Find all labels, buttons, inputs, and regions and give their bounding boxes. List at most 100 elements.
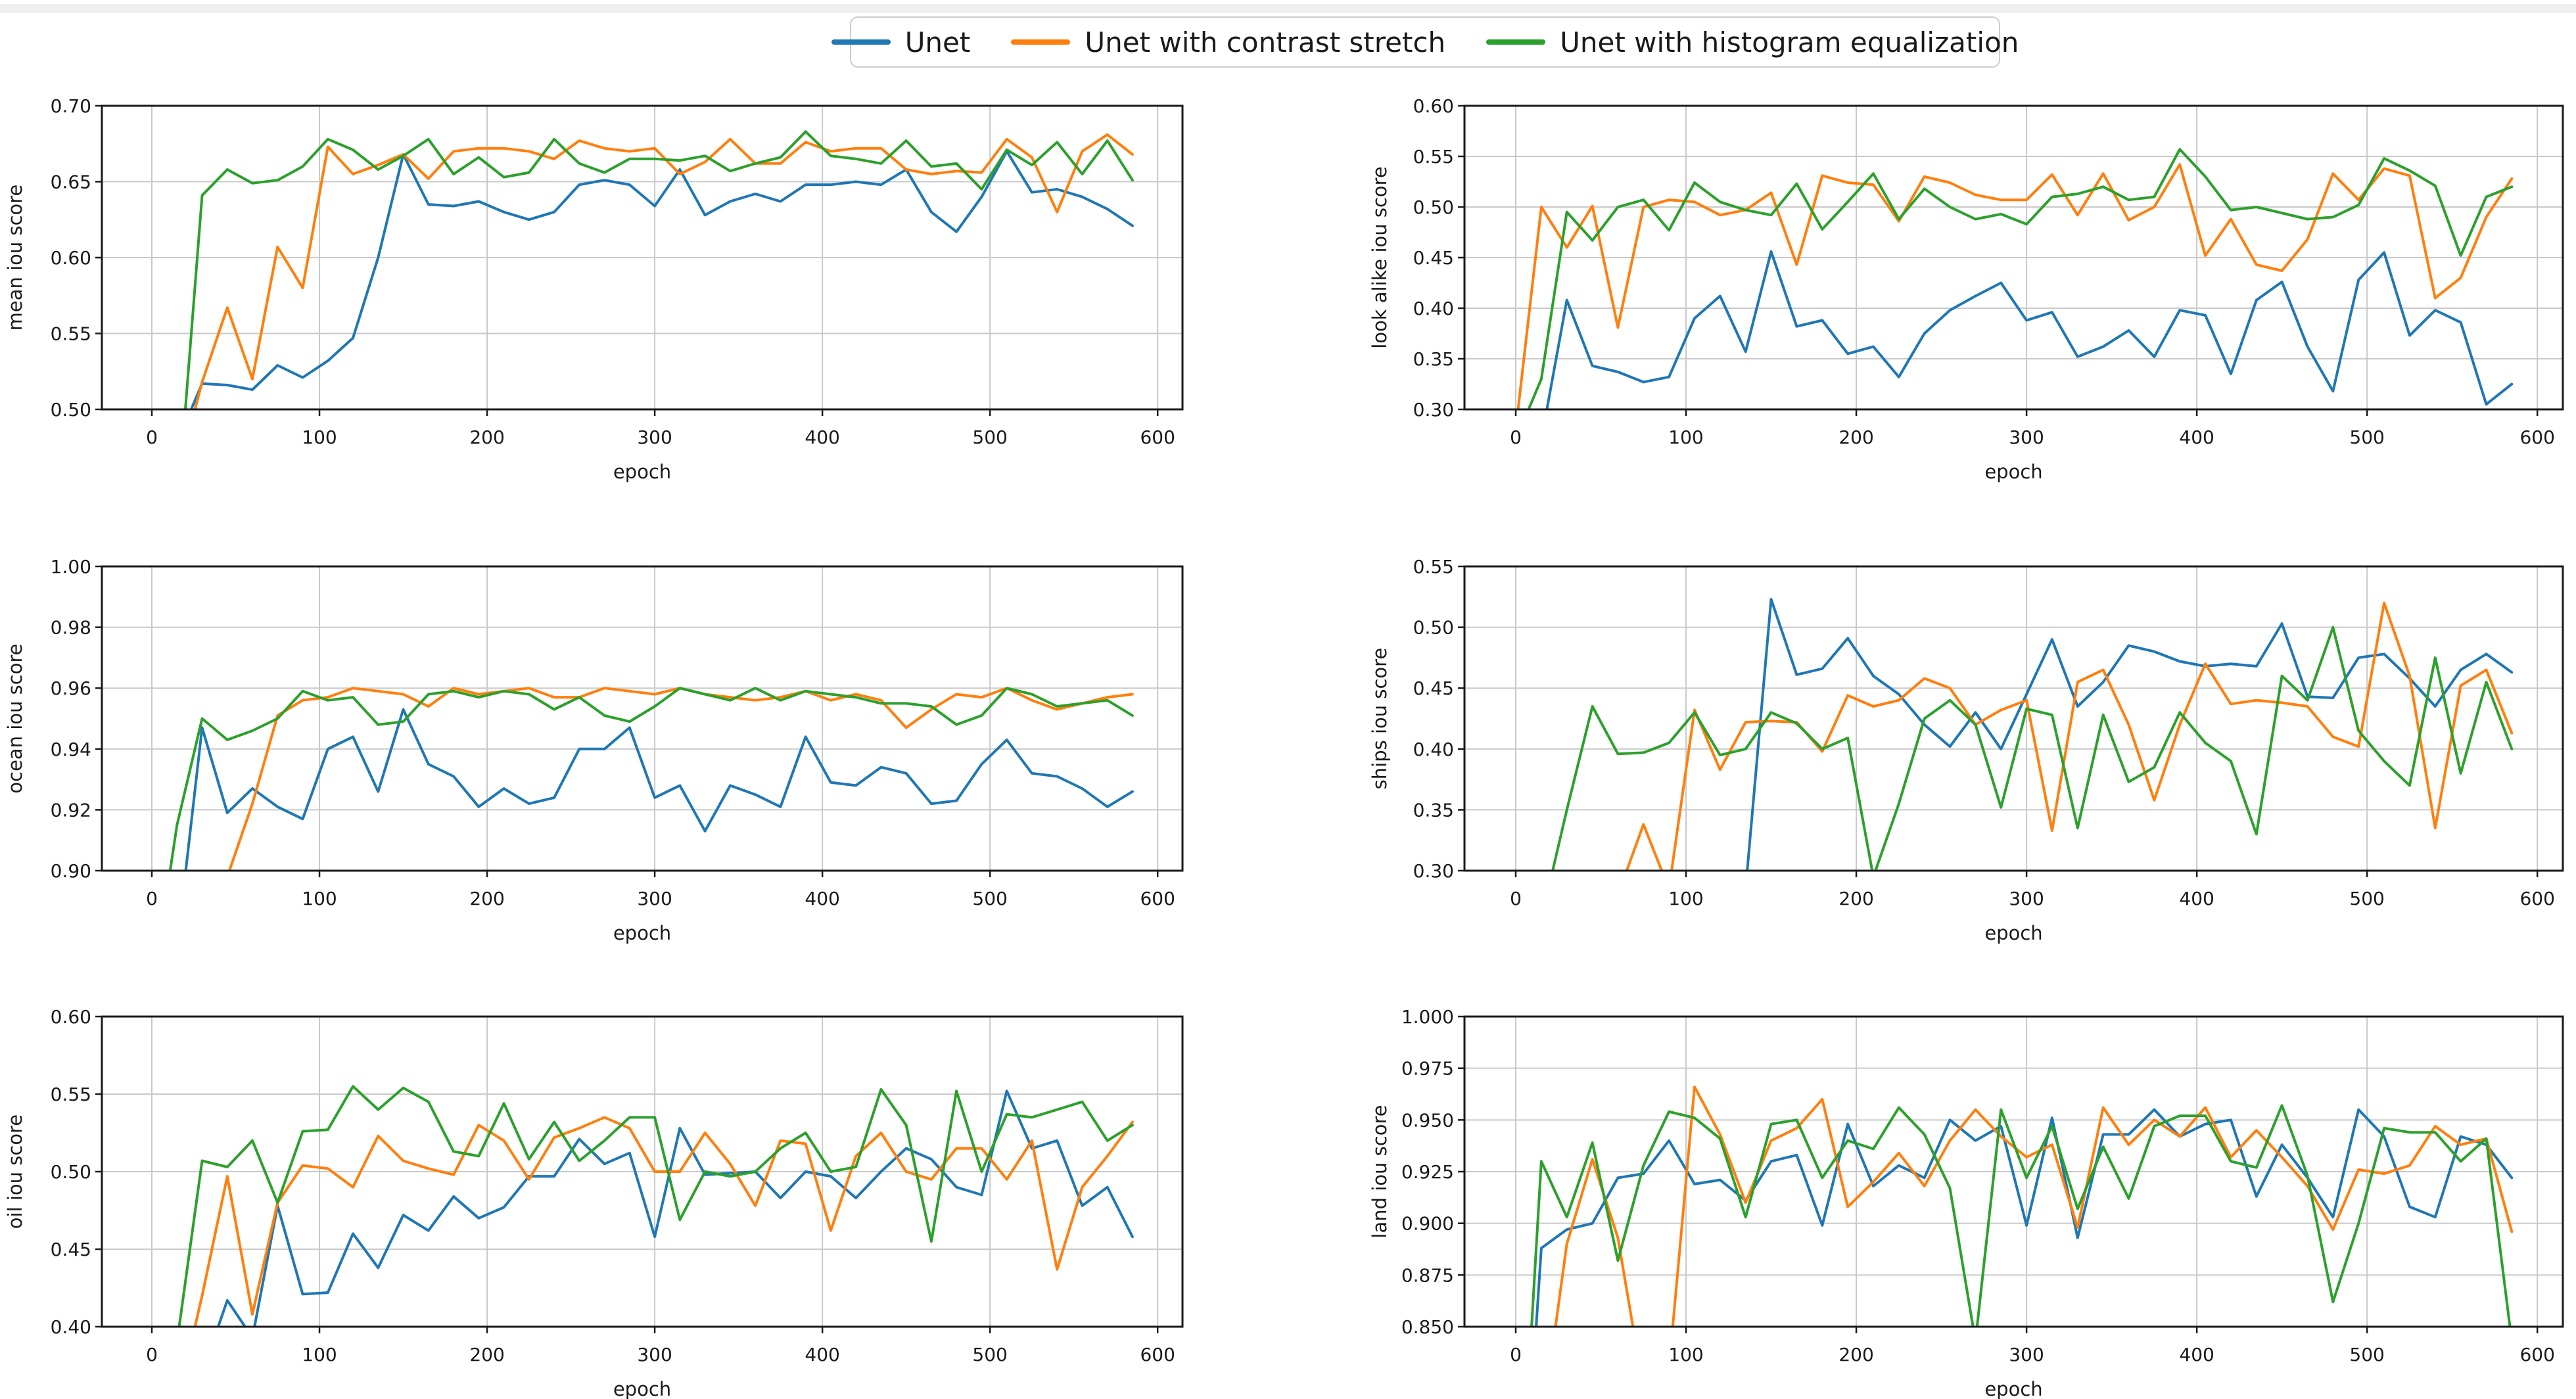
series-line-Unet-with-contrast-stretch: [193, 1116, 1134, 1327]
y-tick-label: 0.950: [1401, 1109, 1454, 1131]
series-line-Unet-with-contrast-stretch: [227, 687, 1134, 871]
series-layer: [177, 1085, 1134, 1327]
y-tick-label: 0.35: [1413, 348, 1454, 370]
series-line-Unet: [216, 1089, 1134, 1327]
y-tick-label: 0.60: [1413, 95, 1454, 117]
x-tick-label: 0: [146, 888, 158, 909]
x-tick-label: 200: [1838, 888, 1873, 909]
x-tick-label: 600: [1140, 426, 1175, 448]
y-axis-label: ships iou score: [1369, 648, 1391, 790]
series-layer: [1530, 1086, 2514, 1327]
legend-label: Unet: [904, 26, 971, 58]
legend-line-swatch: [831, 39, 891, 45]
series-line-Unet-with-histogram-equalization: [1527, 148, 2514, 409]
y-tick-label: 0.60: [51, 1006, 91, 1028]
series-line-Unet-with-contrast-stretch: [1625, 601, 2514, 871]
y-tick-label: 0.60: [51, 247, 91, 269]
legend-line-swatch: [1486, 39, 1546, 45]
chart-ships-iou-score: 0 100 200 300 400 500 600 0.30 0.35 0.40 0.45 0.50 0…: [1369, 556, 2564, 944]
x-tick-label: 0: [146, 426, 158, 448]
series-line-Unet-with-histogram-equalization: [183, 130, 1134, 409]
x-tick-label: 100: [1668, 888, 1703, 909]
y-tick-label: 0.40: [51, 1316, 91, 1338]
x-tick-label: 300: [2009, 888, 2044, 909]
x-tick-label: 100: [1668, 426, 1703, 448]
y-tick-label: 0.92: [51, 799, 91, 821]
chart-oil-iou-score: 0 100 200 300 400 500 600 0.40 0.45 0.50 0.55 0.60 e…: [4, 1006, 1184, 1399]
y-tick-label: 0.55: [1413, 146, 1454, 168]
top-edge-band: [0, 4, 2576, 13]
series-line-Unet-with-histogram-equalization: [177, 1085, 1134, 1327]
chart-mean-iou-score: 0 100 200 300 400 500 600 0.50 0.55 0.60 0.65 0.70 e…: [4, 95, 1184, 483]
chart-land-iou-score: 0 100 200 300 400 500 600 0.850 0.875 0.900 0.925 0…: [1369, 1006, 2564, 1399]
x-tick-label: 400: [2179, 426, 2214, 448]
x-tick-label: 500: [972, 888, 1007, 909]
y-tick-label: 0.35: [1413, 799, 1454, 821]
y-tick-label: 0.925: [1401, 1161, 1454, 1183]
legend-label: Unet with histogram equalization: [1560, 26, 2019, 58]
y-tick-label: 0.98: [51, 617, 91, 639]
y-tick-label: 1.00: [51, 556, 91, 578]
y-tick-label: 0.30: [1413, 399, 1454, 421]
x-tick-label: 0: [1510, 426, 1522, 448]
series-line-Unet-with-histogram-equalization: [168, 687, 1134, 871]
y-axis-label: oil iou score: [4, 1114, 26, 1229]
legend: Unet Unet with contrast stretch Unet with …: [831, 16, 2019, 68]
y-tick-label: 0.50: [51, 1161, 91, 1183]
x-tick-label: 400: [805, 888, 839, 909]
x-tick-label: 500: [2349, 426, 2384, 448]
chart-ocean-iou-score: 0 100 200 300 400 500 600 0.90 0.92 0.94 0.96 0.98 1…: [4, 556, 1184, 944]
x-axis-label: epoch: [613, 461, 671, 483]
y-tick-label: 0.94: [51, 739, 91, 760]
series-layer: [1551, 598, 2514, 871]
chart-look-alike-iou-score: 0 100 200 300 400 500 600 0.30 0.35 0.40 0.45 0.50 0…: [1369, 95, 2564, 483]
x-tick-label: 400: [2179, 1344, 2214, 1365]
y-tick-label: 0.70: [51, 95, 91, 117]
x-tick-label: 300: [637, 888, 672, 909]
series-line-Unet-with-histogram-equalization: [1530, 1104, 2512, 1327]
series-layer: [183, 130, 1134, 409]
series-line-Unet: [1535, 1108, 2514, 1327]
y-tick-label: 0.96: [51, 677, 91, 699]
x-tick-label: 0: [146, 1344, 158, 1365]
series-layer: [168, 687, 1134, 871]
x-tick-label: 300: [637, 426, 672, 448]
y-axis-label: land iou score: [1369, 1105, 1391, 1238]
x-tick-label: 100: [302, 426, 337, 448]
legend-item-3: Unet with histogram equalization: [1486, 26, 2019, 58]
legend-item-2: Unet with contrast stretch: [1011, 26, 1445, 58]
y-tick-label: 0.900: [1401, 1213, 1454, 1235]
y-tick-label: 0.45: [1413, 247, 1454, 269]
x-tick-label: 500: [972, 426, 1007, 448]
x-tick-label: 600: [2519, 888, 2554, 909]
series-layer: [1516, 148, 2514, 409]
x-tick-label: 200: [469, 888, 504, 909]
y-axis-label: ocean iou score: [4, 643, 26, 793]
series-line-Unet-with-histogram-equalization: [1551, 626, 2514, 871]
x-tick-label: 100: [1668, 1344, 1703, 1365]
x-tick-label: 500: [972, 1344, 1007, 1365]
x-tick-label: 600: [2519, 1344, 2554, 1365]
series-line-Unet: [184, 708, 1134, 871]
y-tick-label: 0.55: [51, 323, 91, 345]
y-axis-label: mean iou score: [4, 185, 26, 331]
x-tick-label: 600: [2519, 426, 2554, 448]
y-tick-label: 0.90: [51, 860, 91, 882]
y-tick-label: 0.50: [1413, 617, 1454, 639]
axes-spines: [101, 565, 1184, 872]
y-axis-label: look alike iou score: [1369, 166, 1391, 349]
x-axis-label: epoch: [613, 1378, 671, 1399]
x-tick-label: 200: [469, 1344, 504, 1365]
x-tick-label: 600: [1140, 1344, 1175, 1365]
x-axis-label: epoch: [1984, 922, 2042, 944]
x-tick-label: 400: [805, 1344, 839, 1365]
x-axis-label: epoch: [1984, 1378, 2042, 1399]
y-tick-label: 0.50: [51, 399, 91, 421]
y-tick-label: 0.45: [1413, 677, 1454, 699]
x-tick-label: 400: [805, 426, 839, 448]
plot-area: [102, 566, 1183, 871]
series-line-Unet: [1545, 250, 2514, 409]
y-tick-label: 0.975: [1401, 1058, 1454, 1080]
